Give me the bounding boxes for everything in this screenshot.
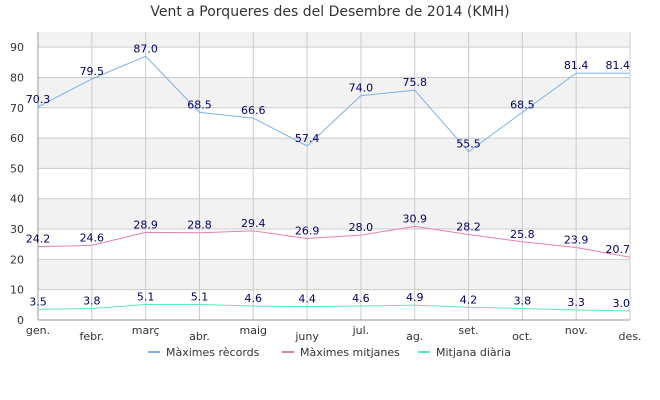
data-label: 3.5 xyxy=(29,295,47,308)
series-lines xyxy=(37,55,631,312)
x-tick-label: jul. xyxy=(352,324,370,337)
y-tick-label: 90 xyxy=(10,41,24,54)
data-label: 24.6 xyxy=(80,231,105,244)
y-tick-label: 20 xyxy=(10,253,24,266)
x-tick-label: des. xyxy=(619,330,642,343)
data-label: 4.6 xyxy=(352,292,370,305)
data-label: 4.2 xyxy=(460,293,478,306)
legend: Màximes rècords Màximes mitjanes Mitjana d… xyxy=(148,346,511,359)
x-tick-label: març xyxy=(132,324,160,337)
x-tick-label: juny xyxy=(294,330,319,343)
y-tick-label: 40 xyxy=(10,193,24,206)
data-label: 26.9 xyxy=(295,224,320,237)
y-tick-label: 0 xyxy=(17,314,24,327)
data-label: 4.6 xyxy=(245,292,263,305)
y-tick-label: 60 xyxy=(10,132,24,145)
data-label: 20.7 xyxy=(606,243,631,256)
data-label: 57.4 xyxy=(295,132,320,145)
plot-band xyxy=(38,198,630,230)
x-tick-label: ag. xyxy=(406,330,423,343)
data-label: 3.3 xyxy=(567,296,585,309)
data-labels: 70.3 79.5 87.0 68.5 66.6 57.4 74.0 75.8 55.5 68.5… xyxy=(26,42,630,310)
legend-label: Màximes rècords xyxy=(166,346,260,359)
legend-label: Mitjana diària xyxy=(436,346,511,359)
plot-band xyxy=(38,138,630,169)
x-tick-label: set. xyxy=(458,324,478,337)
legend-item: Màximes rècords xyxy=(148,346,260,359)
chart-title: Vent a Porqueres des del Desembre de 201… xyxy=(150,4,509,20)
legend-item: Mitjana diària xyxy=(418,346,511,359)
data-label: 68.5 xyxy=(510,98,535,111)
series-line xyxy=(37,225,631,258)
plot-bands xyxy=(38,32,630,290)
data-label: 74.0 xyxy=(349,82,374,95)
data-label: 79.5 xyxy=(80,65,105,78)
series-line xyxy=(37,304,631,312)
y-tick-label: 10 xyxy=(10,284,24,297)
data-label: 4.4 xyxy=(298,293,316,306)
data-label: 81.4 xyxy=(564,59,589,72)
x-tick-label: nov. xyxy=(565,324,588,337)
y-tick-label: 80 xyxy=(10,71,24,84)
data-label: 70.3 xyxy=(26,93,51,106)
x-tick-label: abr. xyxy=(189,330,210,343)
data-label: 81.4 xyxy=(606,59,631,72)
grid xyxy=(37,32,631,321)
plot-band xyxy=(38,77,630,108)
series-line xyxy=(37,55,630,153)
plot-band xyxy=(38,32,630,48)
data-label: 5.1 xyxy=(191,291,209,304)
y-tick-label: 50 xyxy=(10,162,24,175)
plot-band xyxy=(38,259,630,290)
y-tick-label: 30 xyxy=(10,223,24,236)
legend-item: Màximes mitjanes xyxy=(282,346,400,359)
data-label: 24.2 xyxy=(26,233,51,246)
data-label: 28.9 xyxy=(133,218,158,231)
x-axis-ticks: gen. febr. març abr. maig juny jul. ag. set. oct.… xyxy=(26,324,642,343)
data-label: 4.9 xyxy=(406,291,424,304)
data-label: 25.8 xyxy=(510,228,535,241)
x-tick-label: maig xyxy=(240,324,268,337)
data-label: 5.1 xyxy=(137,291,155,304)
data-label: 3.0 xyxy=(613,297,631,310)
data-label: 68.5 xyxy=(187,98,212,111)
data-label: 23.9 xyxy=(564,234,589,247)
data-label: 28.8 xyxy=(187,219,212,232)
data-label: 29.4 xyxy=(241,217,266,230)
y-tick-label: 70 xyxy=(10,102,24,115)
y-axis-ticks: 0 10 20 30 40 50 60 70 80 90 xyxy=(10,41,24,327)
data-label: 28.0 xyxy=(349,221,374,234)
x-tick-label: gen. xyxy=(26,324,50,337)
x-tick-label: febr. xyxy=(79,330,104,343)
data-label: 3.8 xyxy=(514,294,532,307)
data-label: 87.0 xyxy=(133,42,158,55)
data-label: 28.2 xyxy=(456,221,481,234)
data-label: 66.6 xyxy=(241,104,266,117)
legend-label: Màximes mitjanes xyxy=(300,346,400,359)
data-label: 55.5 xyxy=(456,138,481,151)
x-tick-label: oct. xyxy=(512,330,533,343)
data-label: 3.8 xyxy=(83,294,101,307)
data-label: 75.8 xyxy=(402,76,427,89)
data-label: 30.9 xyxy=(402,212,427,225)
